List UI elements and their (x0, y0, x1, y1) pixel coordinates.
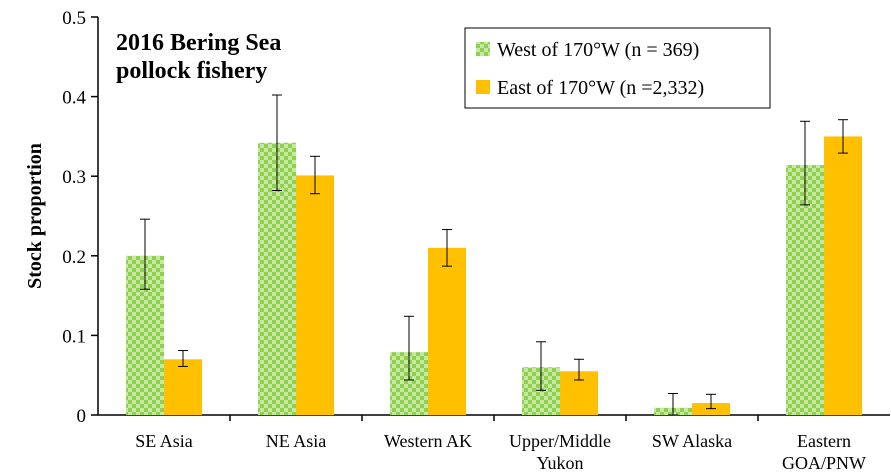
x-tick-label: Upper/Middle Yukon (509, 431, 611, 473)
x-tick-label: SW Alaska (652, 431, 732, 451)
bar-east (164, 359, 202, 415)
plot-area: 0 0.1 0.2 0.3 0.4 0.5 Stock proportion SE Asia N… (24, 8, 890, 473)
legend-label: West of 170°W (n = 369) (497, 39, 699, 61)
y-tick-label: 0 (77, 406, 87, 427)
legend-label: East of 170°W (n =2,332) (497, 77, 704, 99)
y-tick-label: 0.1 (62, 326, 86, 347)
legend-swatch (476, 42, 490, 56)
bar-west (786, 165, 824, 415)
y-axis-label: Stock proportion (24, 143, 46, 289)
bar-east (428, 247, 466, 415)
y-tick-label: 0.5 (62, 8, 86, 29)
x-tick-label: Eastern GOA/PNW (782, 431, 866, 473)
chart-title: 2016 Bering Sea pollock fishery (116, 30, 281, 84)
legend-box (464, 27, 771, 109)
y-tick-label: 0.2 (62, 247, 86, 268)
x-tick-label: SE Asia (135, 431, 193, 451)
legend-swatch (476, 80, 490, 94)
x-tick-label: Western AK (384, 431, 472, 451)
bar-east (824, 136, 862, 415)
y-tick-label: 0.3 (62, 167, 86, 188)
bar-east (296, 175, 334, 415)
x-tick-label: NE Asia (266, 431, 327, 451)
y-tick-label: 0.4 (62, 88, 86, 109)
